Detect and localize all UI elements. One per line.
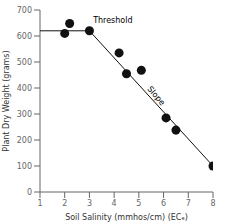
svg-text:5: 5 xyxy=(136,199,141,208)
svg-text:0: 0 xyxy=(27,188,32,197)
svg-text:100: 100 xyxy=(17,162,32,171)
svg-text:700: 700 xyxy=(17,6,32,15)
svg-text:Threshold: Threshold xyxy=(92,16,132,25)
svg-text:400: 400 xyxy=(17,84,32,93)
svg-text:600: 600 xyxy=(17,32,32,41)
svg-text:Plant Dry Weight (grams): Plant Dry Weight (grams) xyxy=(8,50,11,151)
svg-text:Slope: Slope xyxy=(146,84,167,107)
svg-text:8: 8 xyxy=(210,199,215,208)
svg-text:500: 500 xyxy=(17,58,32,67)
svg-text:6: 6 xyxy=(161,199,166,208)
svg-text:200: 200 xyxy=(17,136,32,145)
svg-text:2: 2 xyxy=(62,199,67,208)
svg-text:7: 7 xyxy=(186,199,191,208)
svg-text:3: 3 xyxy=(87,199,92,208)
svg-text:Soil Salinity (mmhos/cm) (ECₑ): Soil Salinity (mmhos/cm) (ECₑ) xyxy=(65,213,188,222)
svg-text:1: 1 xyxy=(37,199,42,208)
svg-text:4: 4 xyxy=(112,199,117,208)
svg-text:300: 300 xyxy=(17,110,32,119)
